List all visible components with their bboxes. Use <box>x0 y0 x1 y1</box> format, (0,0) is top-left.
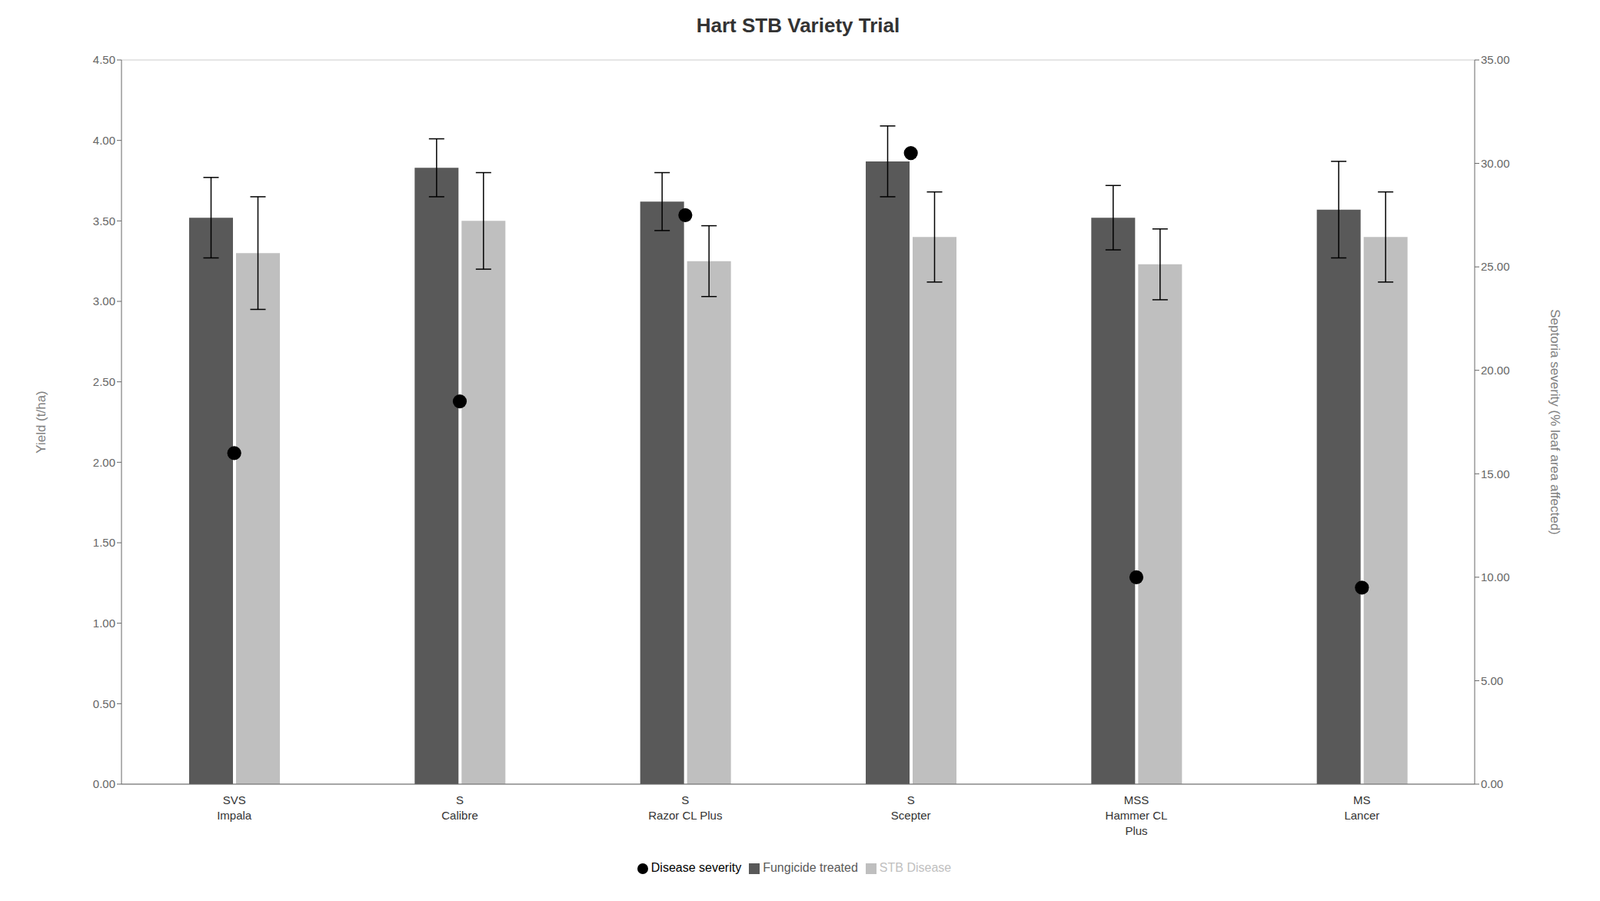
html-text:Hart STB Variety Trial: Hart STB Variety Trial <box>696 13 900 37</box>
svg-text:0.00: 0.00 <box>93 777 116 791</box>
svg-text:25.00: 25.00 <box>1480 259 1511 273</box>
svg-text:5.00: 5.00 <box>1480 674 1504 688</box>
html-text:STB Disease: STB Disease <box>879 861 952 875</box>
svg-text:SCalibre: SCalibre <box>441 793 479 822</box>
svg-text:20.00: 20.00 <box>1480 363 1511 377</box>
svg-text:4.00: 4.00 <box>93 133 116 147</box>
svg-text:10.00: 10.00 <box>1480 570 1511 584</box>
html-text:Fungicide treated: Fungicide treated <box>762 861 858 875</box>
svg-text:1.50: 1.50 <box>93 535 116 549</box>
html-text:Disease severity: Disease severity <box>651 861 742 875</box>
svg-text:2.00: 2.00 <box>93 455 116 470</box>
svg-text:2.50: 2.50 <box>93 375 116 389</box>
svg-text:MSSHammer CLPlus: MSSHammer CLPlus <box>1105 793 1168 838</box>
svg-text:0.50: 0.50 <box>93 697 116 711</box>
svg-text:3.00: 3.00 <box>93 294 116 308</box>
svg-text:SScepter: SScepter <box>891 793 932 822</box>
svg-text:0.00: 0.00 <box>1480 777 1504 791</box>
svg-text:SVSImpala: SVSImpala <box>216 793 253 822</box>
svg-text:4.50: 4.50 <box>93 53 116 67</box>
svg-text:35.00: 35.00 <box>1480 53 1511 67</box>
svg-text:Septoria severity (% leaf area: Septoria severity (% leaf area affected) <box>1547 309 1563 536</box>
svg-text:Yield (t/ha): Yield (t/ha) <box>33 390 49 454</box>
svg-text:3.50: 3.50 <box>93 214 116 228</box>
svg-text:15.00: 15.00 <box>1480 467 1511 481</box>
svg-text:SRazor CL Plus: SRazor CL Plus <box>648 793 722 822</box>
svg-text:30.00: 30.00 <box>1480 156 1511 170</box>
svg-text:MSLancer: MSLancer <box>1343 793 1380 822</box>
svg-text:1.00: 1.00 <box>93 616 116 630</box>
